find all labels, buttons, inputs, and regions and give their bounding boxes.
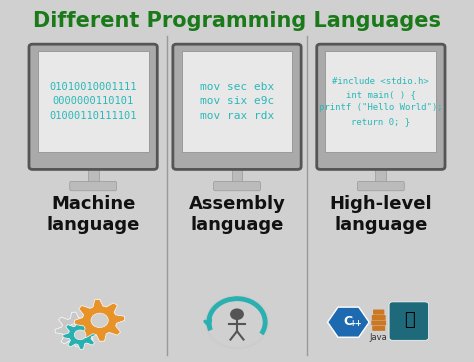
FancyBboxPatch shape — [317, 44, 445, 169]
Circle shape — [230, 308, 244, 320]
Text: 01010010001111
0000000110101
01000110111101: 01010010001111 0000000110101 01000110111… — [49, 81, 137, 121]
Text: 🐍: 🐍 — [404, 311, 414, 329]
FancyBboxPatch shape — [371, 320, 386, 325]
FancyBboxPatch shape — [214, 181, 260, 191]
FancyBboxPatch shape — [70, 181, 117, 191]
Circle shape — [91, 313, 108, 328]
Polygon shape — [63, 320, 98, 349]
Bar — [375, 163, 386, 185]
Bar — [88, 163, 99, 185]
Circle shape — [74, 330, 86, 340]
FancyBboxPatch shape — [372, 315, 386, 320]
Text: ++: ++ — [349, 319, 362, 328]
Text: High-level
language: High-level language — [329, 195, 432, 233]
Text: mov sec ebx
mov six e9c
mov rax rdx: mov sec ebx mov six e9c mov rax rdx — [200, 81, 274, 121]
Polygon shape — [55, 312, 97, 347]
Text: Different Programming Languages: Different Programming Languages — [33, 11, 441, 31]
FancyBboxPatch shape — [37, 51, 148, 152]
Text: C: C — [344, 315, 353, 328]
FancyBboxPatch shape — [372, 326, 385, 331]
Circle shape — [69, 324, 83, 335]
FancyBboxPatch shape — [357, 181, 404, 191]
FancyBboxPatch shape — [389, 302, 428, 340]
FancyBboxPatch shape — [182, 51, 292, 152]
FancyBboxPatch shape — [373, 310, 384, 315]
FancyBboxPatch shape — [326, 51, 437, 152]
FancyBboxPatch shape — [29, 44, 157, 169]
FancyBboxPatch shape — [173, 44, 301, 169]
Bar — [232, 163, 242, 185]
Text: Assembly
language: Assembly language — [189, 195, 285, 233]
Text: Machine
language: Machine language — [46, 195, 140, 233]
Text: Java: Java — [370, 333, 388, 342]
Text: #include <stdio.h>
int main( ) {
printf ("Hello World");
return 0; }: #include <stdio.h> int main( ) { printf … — [319, 77, 443, 126]
Polygon shape — [74, 299, 125, 341]
